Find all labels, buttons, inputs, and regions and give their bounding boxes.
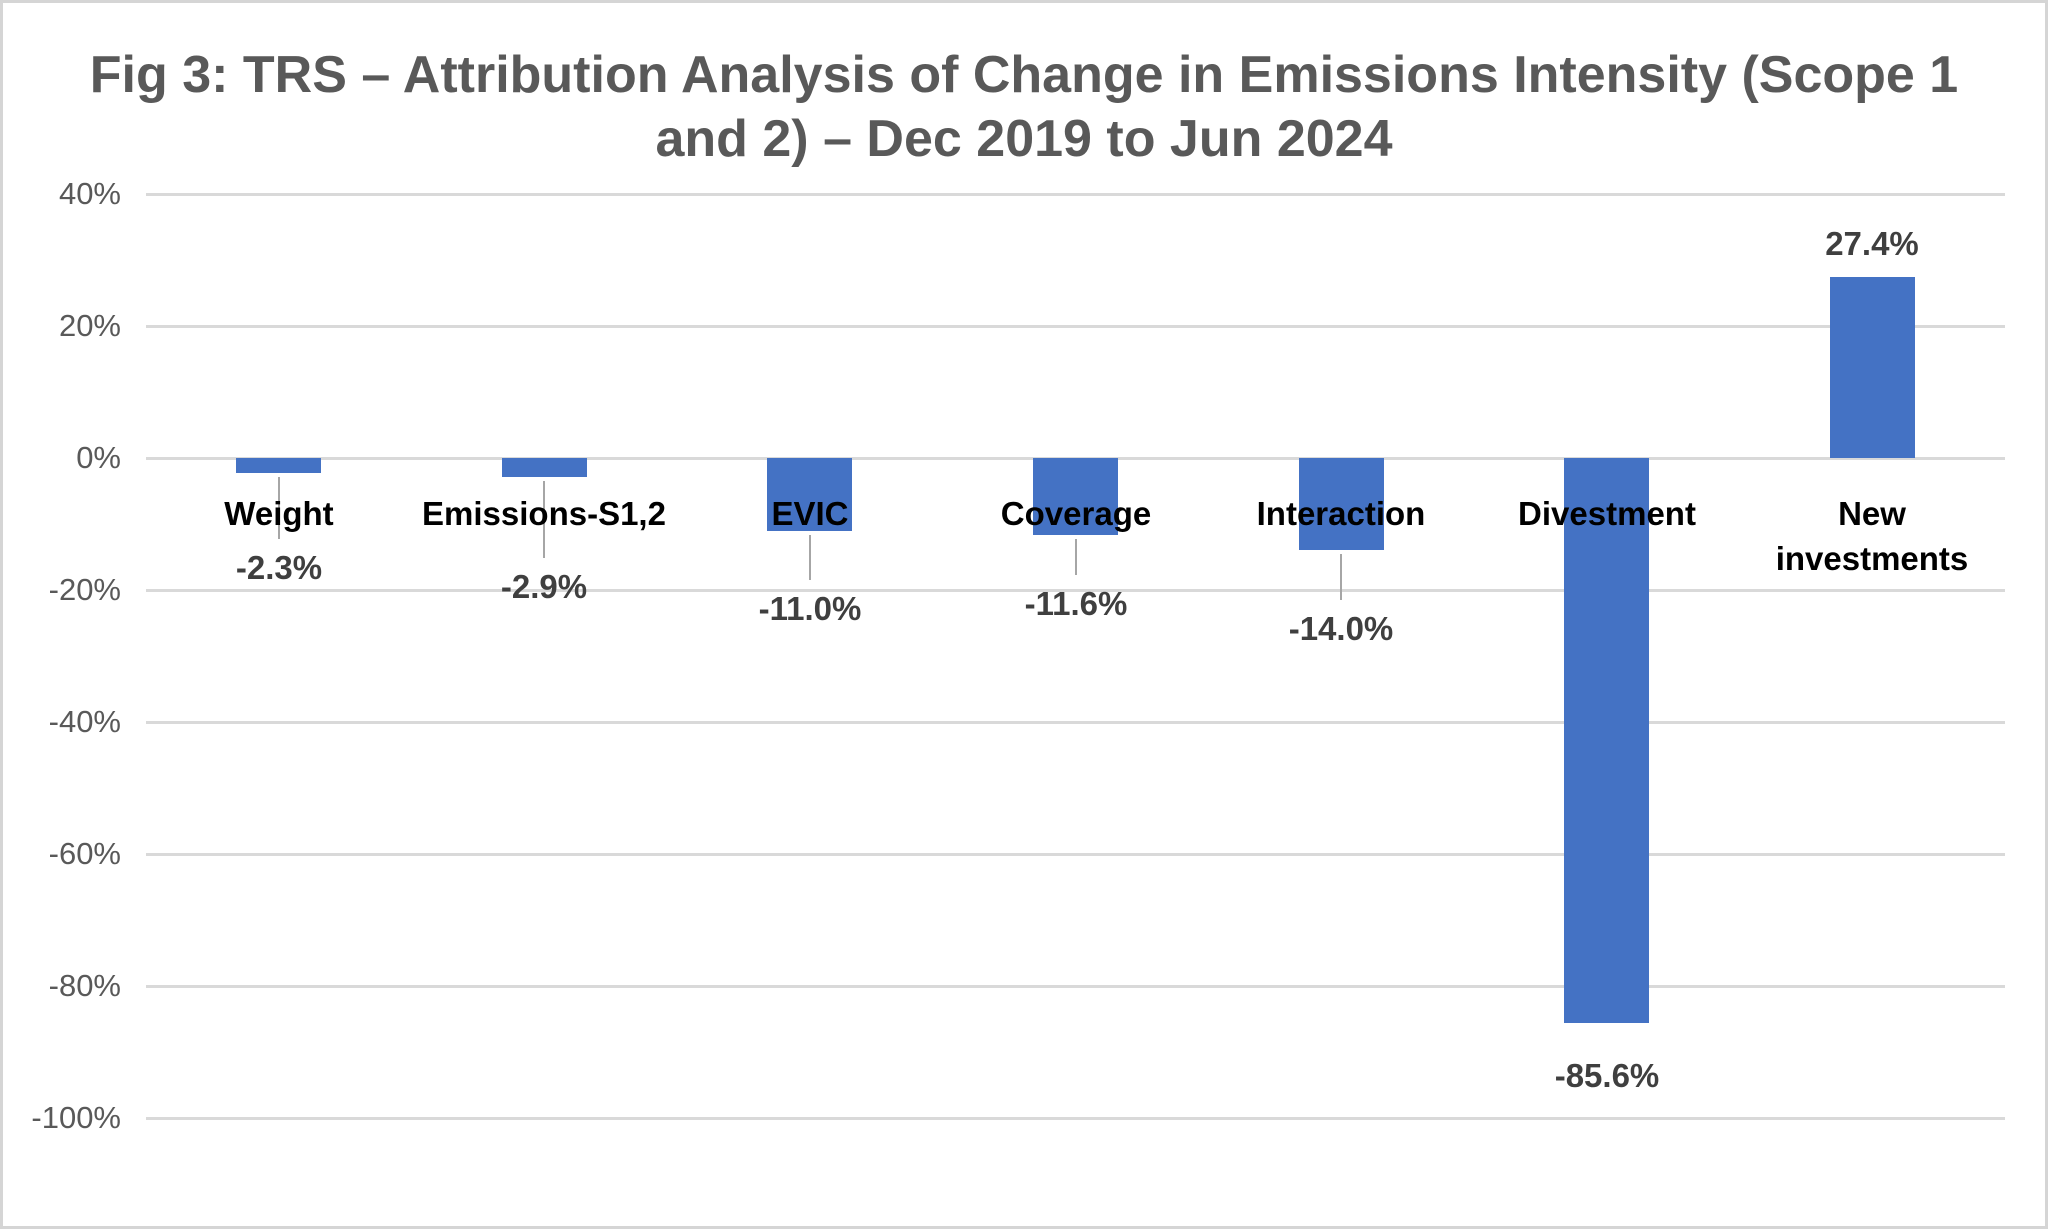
- gridline--40%: [146, 720, 2005, 724]
- data-label-new-investments: 27.4%: [1825, 225, 1919, 262]
- category-label-divestment: Divestment: [1407, 491, 1807, 536]
- bar-emissions-s1-2: [502, 458, 587, 477]
- plot-area: 40% 20% 0% -20% -40% -60% -80% -100% Weight -2.3%…: [3, 3, 2045, 1226]
- category-label-line: Weight: [224, 495, 334, 532]
- bar-evic: [767, 458, 852, 531]
- data-label-evic: -11.0%: [758, 590, 862, 627]
- chart-title: Fig 3: TRS – Attribution Analysis of Cha…: [3, 43, 2045, 171]
- gridline--100%: [146, 1116, 2005, 1120]
- data-label-coverage: -11.6%: [1024, 585, 1128, 622]
- leader-line-coverage: [1075, 539, 1077, 575]
- y-axis-tick-label: 20%: [58, 308, 121, 343]
- category-label-coverage: Coverage: [876, 491, 1276, 536]
- y-axis-tick-label: -40%: [48, 704, 121, 739]
- gridline--60%: [146, 852, 2005, 856]
- category-label-weight: Weight: [79, 491, 479, 536]
- category-label-line: New: [1838, 495, 1906, 532]
- leader-line-interaction: [1340, 554, 1342, 600]
- bar-weight: [236, 458, 321, 473]
- bar-interaction: [1299, 458, 1384, 550]
- chart-title-line-2: and 2) – Dec 2019 to Jun 2024: [655, 110, 1393, 168]
- leader-line-weight: [278, 477, 280, 539]
- category-label-line: Coverage: [1000, 495, 1152, 532]
- gridline--20%: [146, 588, 2005, 592]
- data-label-divestment: -85.6%: [1554, 1057, 1660, 1094]
- gridline-20%: [146, 324, 2005, 328]
- leader-line-emissions-s1-2: [543, 481, 545, 558]
- bar-new-investments: [1830, 277, 1915, 458]
- y-axis-tick-label: -100%: [31, 1100, 121, 1135]
- category-label-interaction: Interaction: [1141, 491, 1541, 536]
- y-axis-tick-label: -80%: [48, 968, 121, 1003]
- y-axis-tick-label: -20%: [48, 572, 121, 607]
- category-label-emissions-s1-2: Emissions-S1,2: [344, 491, 744, 536]
- bar-coverage: [1033, 458, 1118, 535]
- data-label-weight: -2.3%: [235, 549, 323, 586]
- data-label-emissions-s1-2: -2.9%: [500, 568, 588, 605]
- data-label-interaction: -14.0%: [1288, 610, 1394, 647]
- y-axis-tick-label: 0%: [76, 440, 121, 475]
- category-label-new-investments: New investments: [1672, 491, 2045, 581]
- leader-line-evic: [809, 535, 811, 580]
- category-label-line: investments: [1775, 540, 1969, 577]
- y-axis-tick-label: -60%: [48, 836, 121, 871]
- y-axis-tick-label: 40%: [58, 176, 121, 211]
- category-label-line: EVIC: [771, 495, 849, 532]
- category-label-line: Emissions-S1,2: [422, 495, 666, 532]
- category-label-evic: EVIC: [610, 491, 1010, 536]
- category-label-line: Divestment: [1518, 495, 1696, 532]
- chart-title-line-1: Fig 3: TRS – Attribution Analysis of Cha…: [89, 46, 1959, 104]
- bar-divestment: [1564, 458, 1649, 1023]
- gridline-40%: [146, 192, 2005, 196]
- category-label-line: Interaction: [1256, 495, 1426, 532]
- gridline--80%: [146, 984, 2005, 988]
